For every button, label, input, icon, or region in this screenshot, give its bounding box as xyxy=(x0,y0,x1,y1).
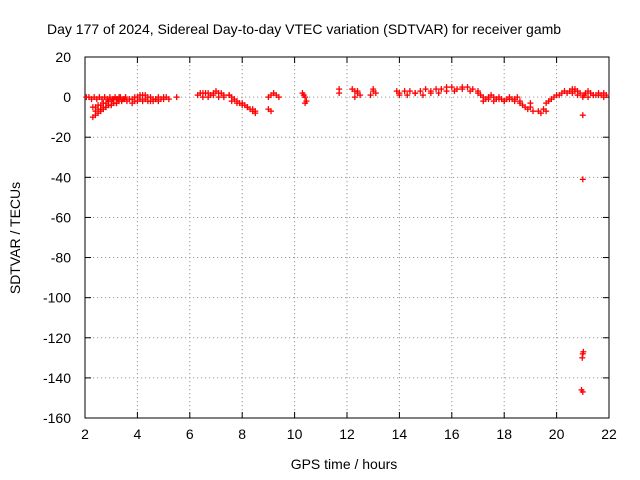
y-tick-label: -120 xyxy=(43,330,71,346)
y-tick-label: -60 xyxy=(51,209,71,225)
data-point xyxy=(165,96,172,103)
data-point xyxy=(239,102,246,109)
x-tick-label: 20 xyxy=(549,426,565,442)
data-point xyxy=(367,92,374,99)
data-point xyxy=(433,86,440,93)
y-tick-label: 0 xyxy=(63,89,71,105)
data-point xyxy=(228,98,235,105)
data-point xyxy=(155,98,162,105)
chart-title: Day 177 of 2024, Sidereal Day-to-day VTE… xyxy=(47,21,561,37)
data-point xyxy=(205,94,212,101)
x-tick-label: 8 xyxy=(238,426,246,442)
data-point xyxy=(435,90,442,97)
data-point xyxy=(485,96,492,103)
data-point xyxy=(443,88,450,95)
y-tick-label: -160 xyxy=(43,410,71,426)
data-point xyxy=(577,90,584,97)
y-tick-label: -40 xyxy=(51,169,71,185)
data-point xyxy=(427,90,434,97)
data-point xyxy=(580,348,587,355)
data-point xyxy=(438,86,445,93)
data-point xyxy=(412,90,419,97)
data-point xyxy=(451,88,458,95)
data-point xyxy=(495,96,502,103)
data-point xyxy=(595,92,602,99)
data-point xyxy=(417,88,424,95)
data-point xyxy=(244,104,251,111)
x-axis-title: GPS time / hours xyxy=(291,456,398,472)
grid xyxy=(85,57,609,418)
x-tick-label: 22 xyxy=(601,426,617,442)
data-point xyxy=(173,94,180,101)
x-tick-label: 2 xyxy=(81,426,89,442)
data-point xyxy=(252,108,259,115)
data-point xyxy=(527,100,534,107)
data-point xyxy=(579,354,586,361)
data-point xyxy=(372,90,379,97)
x-tick-label: 10 xyxy=(287,426,303,442)
x-tick-label: 12 xyxy=(339,426,355,442)
data-point xyxy=(530,108,537,115)
data-point xyxy=(590,92,597,99)
data-point xyxy=(501,98,508,105)
data-point xyxy=(210,92,217,99)
data-point xyxy=(351,94,358,101)
data-point xyxy=(511,98,518,105)
data-point xyxy=(336,90,343,97)
axis-ticks: 2 4 6 8 10 12 14 16 18 20 22 20 0 -20 -40 -60 -80 -100 -12… xyxy=(43,49,617,442)
data-point xyxy=(514,94,521,101)
data-points xyxy=(83,84,610,395)
data-point xyxy=(571,88,578,95)
data-point xyxy=(275,94,282,101)
x-tick-label: 6 xyxy=(186,426,194,442)
y-tick-label: 20 xyxy=(55,49,71,65)
data-point xyxy=(302,100,309,107)
y-tick-label: -140 xyxy=(43,370,71,386)
data-point xyxy=(233,100,240,107)
data-point xyxy=(579,388,586,395)
data-point xyxy=(370,86,377,93)
y-tick-label: -20 xyxy=(51,129,71,145)
data-point xyxy=(113,100,120,107)
data-point xyxy=(401,88,408,95)
data-point xyxy=(543,108,550,115)
data-point xyxy=(422,86,429,93)
data-point xyxy=(116,94,123,101)
data-point xyxy=(490,98,497,105)
data-point xyxy=(357,92,364,99)
data-point xyxy=(579,176,586,183)
data-point xyxy=(600,94,607,101)
data-point xyxy=(268,108,275,115)
data-point xyxy=(585,94,592,101)
data-point xyxy=(199,94,206,101)
data-point xyxy=(354,88,361,95)
data-point xyxy=(467,88,474,95)
data-point xyxy=(459,86,466,93)
data-point xyxy=(579,112,586,119)
x-tick-label: 18 xyxy=(496,426,512,442)
data-point xyxy=(480,98,487,105)
data-point xyxy=(464,84,471,91)
data-point xyxy=(406,88,413,95)
data-point xyxy=(404,92,411,99)
x-tick-label: 4 xyxy=(134,426,142,442)
x-tick-label: 14 xyxy=(392,426,408,442)
y-tick-label: -80 xyxy=(51,250,71,266)
x-tick-label: 16 xyxy=(444,426,460,442)
data-point xyxy=(302,94,309,101)
data-point xyxy=(396,92,403,99)
data-point xyxy=(419,92,426,99)
data-point xyxy=(448,84,455,91)
data-point xyxy=(537,110,544,117)
y-axis-title: SDTVAR / TECUs xyxy=(7,182,23,294)
data-point xyxy=(220,94,227,101)
data-point xyxy=(215,94,222,101)
data-point xyxy=(506,96,513,103)
y-tick-label: -100 xyxy=(43,290,71,306)
